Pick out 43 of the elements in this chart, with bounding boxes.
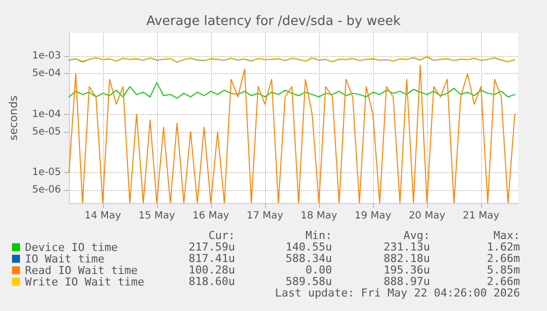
x-tick-label: 16 May <box>192 210 230 222</box>
line-series <box>68 64 516 204</box>
text: 882.18u <box>384 252 430 265</box>
text: 588.34u <box>286 252 332 265</box>
text: 1.62m <box>486 240 520 254</box>
text: 888.97u <box>384 275 430 288</box>
text: 217.59u <box>188 240 235 254</box>
text: Max: <box>494 229 520 242</box>
text: 0.00 <box>306 264 332 276</box>
y-axis-title: seconds <box>7 95 20 140</box>
text: 589.58u <box>286 275 332 288</box>
text: 2.66m <box>486 275 520 288</box>
text: Avg: <box>404 229 430 242</box>
y-tick-label: 1e-03 <box>32 50 61 62</box>
x-tick-label: 19 May <box>354 210 392 222</box>
text: Last update: Fri May 22 04:26:00 2026 <box>274 286 520 300</box>
legend-label: Device IO time <box>25 240 118 254</box>
text: Cur: <box>208 229 235 242</box>
legend-label: Write IO Wait time <box>25 275 144 288</box>
text: 231.13u <box>384 240 430 254</box>
x-tick-label: 21 May <box>462 210 500 222</box>
x-tick-label: 14 May <box>84 210 122 222</box>
text: Min: <box>306 229 332 242</box>
text: 818.60u <box>188 275 235 288</box>
line-series <box>68 82 516 99</box>
text: 5.85m <box>486 264 520 276</box>
x-tick-label: 18 May <box>300 210 338 222</box>
x-tick-label: 15 May <box>138 210 176 222</box>
y-tick-label: 5e-05 <box>32 126 61 138</box>
text: 817.41u <box>188 252 235 265</box>
x-tick-label: 20 May <box>408 210 446 222</box>
text: 100.28u <box>188 264 235 276</box>
text: 195.36u <box>384 264 430 276</box>
y-tick-label: 1e-04 <box>32 108 61 120</box>
text: 140.55u <box>286 240 332 254</box>
y-tick-label: 5e-06 <box>32 184 61 196</box>
legend-label: IO Wait time <box>25 252 104 266</box>
text: 2.66m <box>486 252 520 265</box>
y-tick-label: 1e-05 <box>32 167 61 178</box>
chart-title: Average latency for /dev/sda - by week <box>146 14 402 29</box>
legend-label: Read IO Wait time <box>25 264 138 277</box>
y-tick-label: 5e-04 <box>32 68 61 80</box>
x-tick-label: 17 May <box>246 210 284 222</box>
